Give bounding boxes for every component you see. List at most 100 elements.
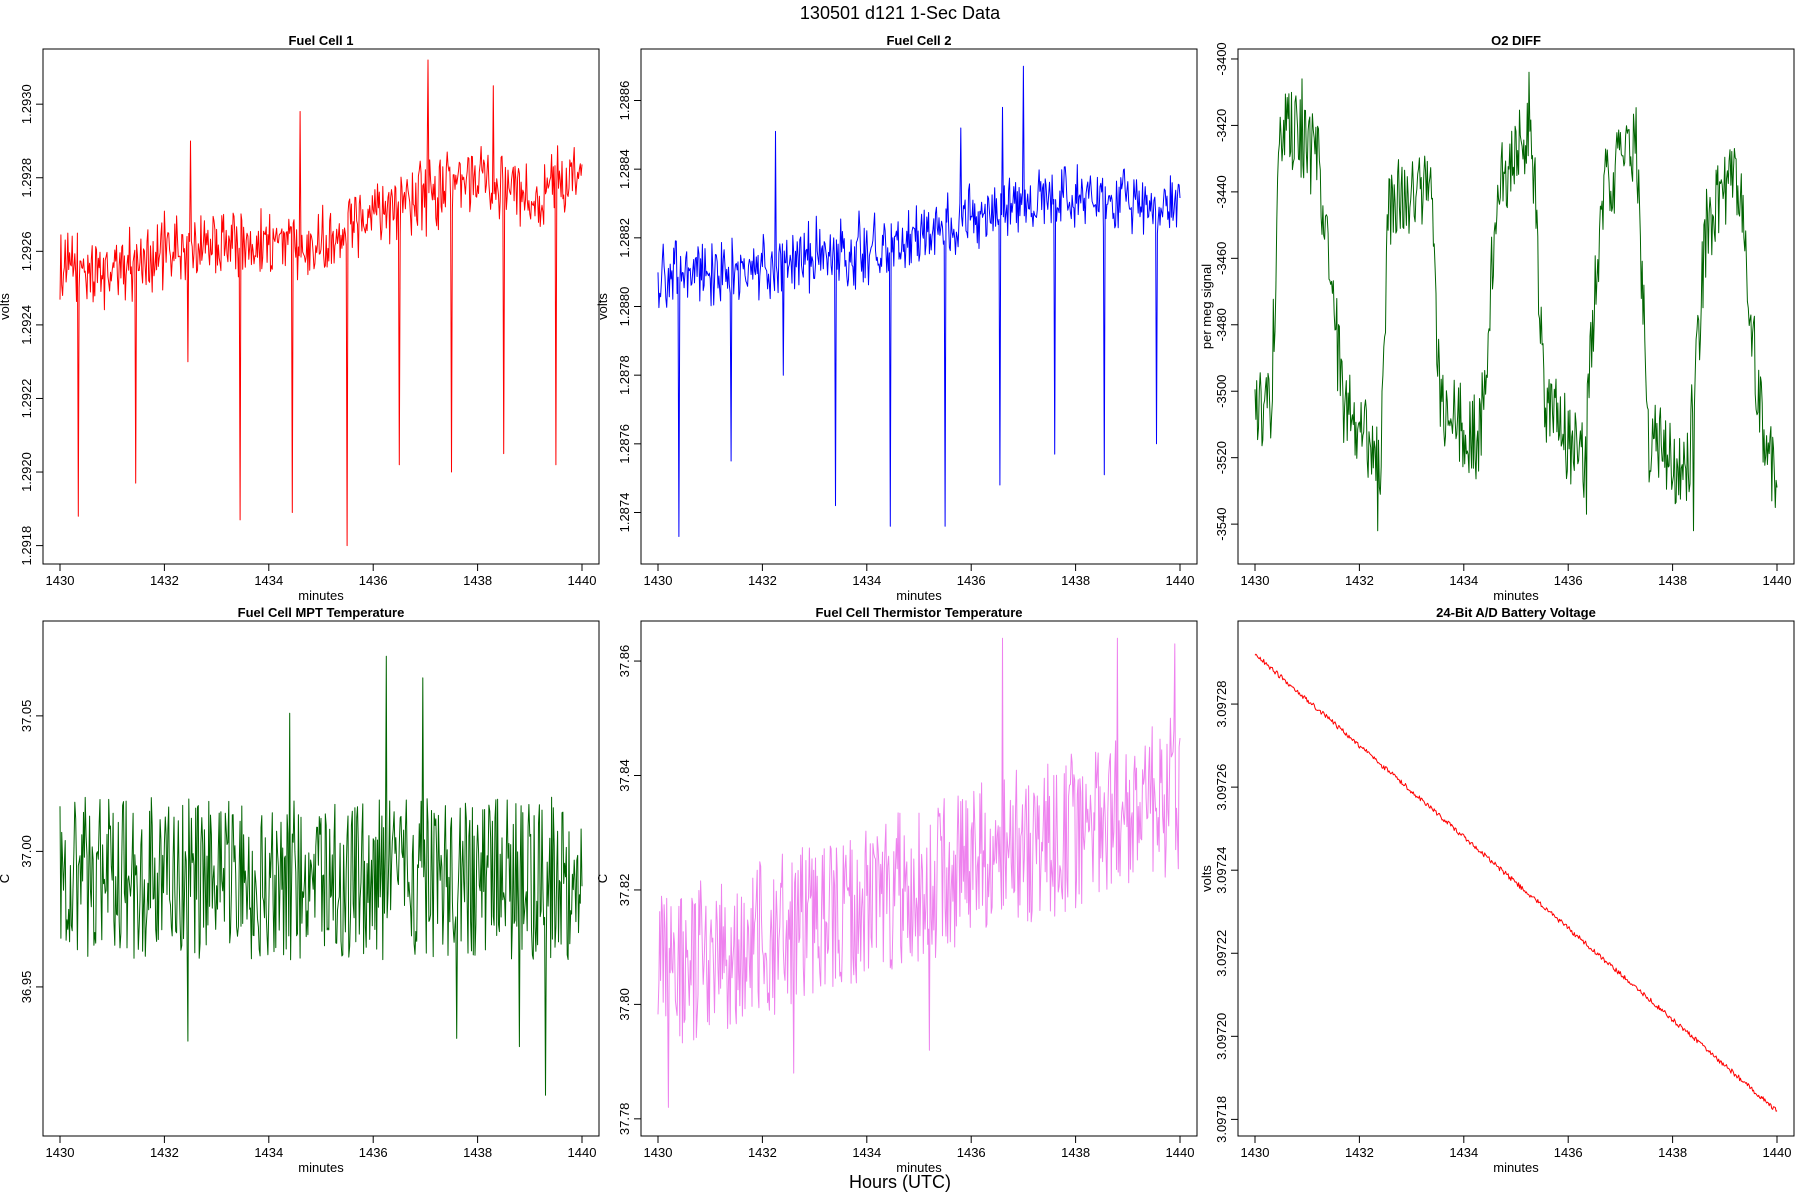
- x-tick-label: 1432: [748, 573, 777, 588]
- y-tick-label: 1.2918: [19, 526, 34, 566]
- x-tick-label: 1434: [254, 573, 283, 588]
- x-tick-label: 1440: [1763, 573, 1792, 588]
- y-axis-label: per meg signal: [1199, 264, 1214, 349]
- x-tick-label: 1434: [1449, 573, 1478, 588]
- panel-title: Fuel Cell MPT Temperature: [238, 605, 405, 620]
- x-tick-label: 1430: [644, 573, 673, 588]
- x-tick-label: 1430: [1241, 1145, 1270, 1160]
- y-tick-label: 37.86: [617, 645, 632, 678]
- x-tick-label: 1436: [1554, 1145, 1583, 1160]
- x-tick-label: 1430: [1241, 573, 1270, 588]
- x-axis-label: minutes: [1493, 588, 1539, 603]
- x-tick-label: 1430: [46, 1145, 75, 1160]
- y-tick-label: 3.09722: [1214, 930, 1229, 977]
- x-tick-label: 1432: [150, 573, 179, 588]
- x-tick-label: 1436: [359, 573, 388, 588]
- y-tick-label: 3.09728: [1214, 681, 1229, 728]
- y-tick-label: 1.2886: [617, 81, 632, 121]
- x-tick-label: 1430: [644, 1145, 673, 1160]
- y-tick-label: 1.2880: [617, 287, 632, 327]
- plot-frame: [42, 48, 600, 565]
- x-tick-label: 1440: [1166, 573, 1195, 588]
- panel-title: Fuel Cell 1: [288, 33, 353, 48]
- y-tick-label: -3400: [1214, 42, 1229, 75]
- x-axis-label: minutes: [1493, 1160, 1539, 1175]
- x-axis-label: minutes: [298, 588, 344, 603]
- y-tick-label: 1.2922: [19, 379, 34, 419]
- y-tick-label: 1.2924: [19, 305, 34, 345]
- y-tick-label: 36.95: [19, 971, 34, 1004]
- y-axis-label: volts: [0, 293, 12, 320]
- series-line: [59, 655, 583, 1096]
- x-tick-label: 1436: [957, 573, 986, 588]
- y-tick-label: 1.2928: [19, 158, 34, 198]
- x-tick-label: 1438: [1061, 1145, 1090, 1160]
- y-tick-label: 3.09718: [1214, 1096, 1229, 1143]
- y-tick-label: 1.2882: [617, 218, 632, 258]
- figure-xlabel: Hours (UTC): [849, 1172, 951, 1192]
- y-tick-label: -3420: [1214, 109, 1229, 142]
- panel-title: Fuel Cell 2: [886, 33, 951, 48]
- y-tick-label: 37.84: [617, 759, 632, 792]
- y-tick-label: -3440: [1214, 175, 1229, 208]
- y-tick-label: -3520: [1214, 441, 1229, 474]
- panel-title: O2 DIFF: [1491, 33, 1541, 48]
- series-line: [1254, 653, 1778, 1112]
- x-tick-label: 1434: [852, 1145, 881, 1160]
- y-tick-label: 1.2920: [19, 452, 34, 492]
- y-tick-label: 37.82: [617, 874, 632, 907]
- y-axis-label: volts: [595, 293, 610, 320]
- y-tick-label: 1.2926: [19, 231, 34, 271]
- panel-fuel-cell-2: Fuel Cell 2 minutes volts 1430 1432 1434 14…: [595, 33, 1198, 603]
- x-tick-label: 1432: [1345, 1145, 1374, 1160]
- plot-frame: [1237, 620, 1795, 1137]
- panel-title: Fuel Cell Thermistor Temperature: [815, 605, 1022, 620]
- x-tick-label: 1434: [1449, 1145, 1478, 1160]
- x-tick-label: 1440: [568, 573, 597, 588]
- plot-frame: [42, 620, 600, 1137]
- x-axis-label: minutes: [896, 1160, 942, 1175]
- y-tick-label: 37.05: [19, 700, 34, 733]
- series-line: [59, 59, 583, 547]
- x-tick-label: 1436: [957, 1145, 986, 1160]
- y-tick-label: 1.2876: [617, 424, 632, 464]
- y-tick-label: -3540: [1214, 508, 1229, 541]
- panel-fuel-cell-thermistor-temperature: Fuel Cell Thermistor Temperature minutes…: [595, 605, 1198, 1175]
- x-tick-label: 1430: [46, 573, 75, 588]
- x-tick-label: 1440: [1763, 1145, 1792, 1160]
- series-line: [657, 65, 1181, 537]
- x-tick-label: 1438: [463, 1145, 492, 1160]
- y-axis-label: C: [0, 874, 12, 883]
- panel-fuel-cell-mpt-temperature: Fuel Cell MPT Temperature minutes C 1430…: [0, 605, 600, 1175]
- y-tick-label: 1.2878: [617, 355, 632, 395]
- series-line: [1254, 71, 1778, 532]
- x-axis-label: minutes: [896, 588, 942, 603]
- panel-o2-diff: O2 DIFF minutes per meg signal 1430 1432 1…: [1199, 33, 1795, 603]
- y-tick-label: 1.2930: [19, 84, 34, 124]
- panel-title: 24-Bit A/D Battery Voltage: [1436, 605, 1596, 620]
- panel-fuel-cell-1: Fuel Cell 1 minutes volts 1430 1432 1434 14…: [0, 33, 600, 603]
- y-tick-label: 37.78: [617, 1103, 632, 1136]
- x-tick-label: 1440: [568, 1145, 597, 1160]
- x-tick-label: 1438: [463, 573, 492, 588]
- y-tick-label: 3.09726: [1214, 764, 1229, 811]
- x-tick-label: 1438: [1061, 573, 1090, 588]
- plot-frame: [640, 48, 1198, 565]
- x-tick-label: 1432: [748, 1145, 777, 1160]
- series-line: [657, 637, 1181, 1108]
- y-tick-label: 1.2884: [617, 149, 632, 189]
- y-axis-label: C: [595, 874, 610, 883]
- x-tick-label: 1436: [359, 1145, 388, 1160]
- y-tick-label: -3460: [1214, 242, 1229, 275]
- x-tick-label: 1438: [1658, 1145, 1687, 1160]
- x-tick-label: 1434: [254, 1145, 283, 1160]
- x-tick-label: 1438: [1658, 573, 1687, 588]
- y-tick-label: 3.09720: [1214, 1013, 1229, 1060]
- x-tick-label: 1432: [150, 1145, 179, 1160]
- y-tick-label: -3480: [1214, 308, 1229, 341]
- panel-battery-voltage: 24-Bit A/D Battery Voltage minutes volts…: [1199, 605, 1795, 1175]
- y-axis-label: volts: [1199, 865, 1214, 892]
- x-tick-label: 1436: [1554, 573, 1583, 588]
- x-axis-label: minutes: [298, 1160, 344, 1175]
